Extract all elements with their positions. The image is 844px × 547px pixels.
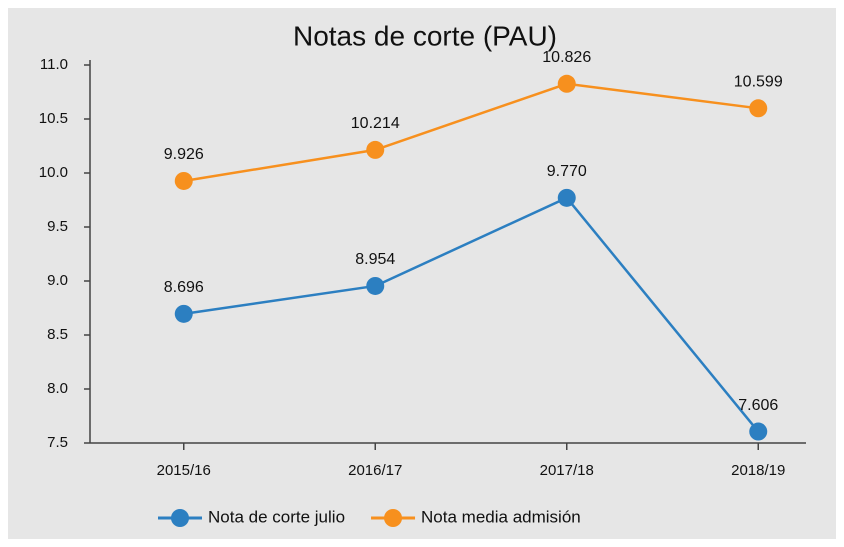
y-tick-label: 7.5 bbox=[47, 434, 68, 451]
x-tick-label: 2015/16 bbox=[157, 462, 211, 479]
y-tick-label: 10.5 bbox=[39, 110, 68, 127]
x-tick-label: 2018/19 bbox=[731, 462, 785, 479]
y-tick-label: 11.0 bbox=[40, 56, 68, 73]
data-label: 10.214 bbox=[351, 115, 400, 132]
background bbox=[8, 8, 836, 539]
y-tick-label: 9.0 bbox=[47, 272, 68, 289]
data-point bbox=[366, 140, 385, 159]
data-point bbox=[557, 188, 576, 207]
y-tick-label: 10.0 bbox=[39, 164, 68, 181]
data-label: 8.954 bbox=[355, 251, 395, 268]
data-point bbox=[749, 99, 768, 118]
data-label: 10.599 bbox=[734, 74, 783, 91]
data-label: 8.696 bbox=[164, 279, 204, 296]
data-label: 10.826 bbox=[542, 49, 591, 66]
legend-marker bbox=[384, 509, 403, 527]
data-point bbox=[174, 304, 193, 323]
x-tick-label: 2017/18 bbox=[540, 462, 594, 479]
data-point bbox=[749, 422, 768, 441]
data-label: 9.926 bbox=[164, 146, 204, 163]
data-point bbox=[366, 276, 385, 295]
series-line bbox=[183, 196, 760, 433]
y-tick-label: 8.5 bbox=[47, 326, 68, 343]
chart-title: Notas de corte (PAU) bbox=[293, 20, 557, 51]
y-tick-label: 8.0 bbox=[47, 380, 68, 397]
y-tick-label: 9.5 bbox=[47, 218, 68, 235]
data-label: 9.770 bbox=[547, 163, 587, 180]
series-line bbox=[183, 82, 759, 183]
legend-label: Nota de corte julio bbox=[208, 507, 345, 526]
legend-label: Nota media admisión bbox=[421, 507, 581, 526]
legend-marker bbox=[171, 509, 189, 527]
data-point bbox=[557, 74, 576, 93]
x-tick-label: 2016/17 bbox=[348, 462, 402, 479]
data-point bbox=[174, 171, 193, 190]
data-label: 7.606 bbox=[738, 397, 778, 414]
